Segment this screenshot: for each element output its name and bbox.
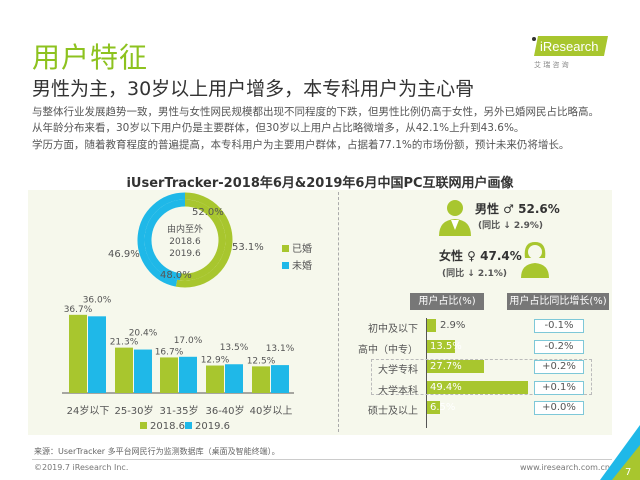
female-percent: 女性 ♀ 47.4% (439, 249, 522, 263)
age-bar-value: 36.7% (64, 305, 93, 315)
edu-change-box: -0.1% (534, 319, 584, 333)
age-bar (134, 349, 152, 393)
age-bar-value: 20.4% (129, 329, 158, 339)
male-percent: 男性 ♂ 52.6% (475, 202, 560, 216)
age-category-label: 31-35岁 (159, 406, 199, 417)
donut-slice (179, 199, 226, 281)
age-bar (160, 357, 178, 393)
legend-2018: 2018.6 (140, 421, 185, 432)
edu-category-label: 初中及以下 (368, 324, 418, 335)
age-category-label: 25-30岁 (114, 406, 154, 417)
donut-center-label: 由内至外 2018.6 2019.6 (166, 225, 203, 259)
donut-slice (144, 199, 186, 281)
male-change: (同比 ↓ 2.9%) (478, 221, 543, 231)
legend-single: 未婚 (282, 257, 312, 272)
legend-married: 已婚 (282, 240, 312, 255)
donut-label: 52.0% (192, 207, 224, 218)
edu-category-label: 大学专科 (378, 365, 418, 376)
chart-title: iUserTracker-2018年6月&2019年6月中国PC互联网用户画像 (126, 176, 514, 191)
female-change: (同比 ↓ 2.1%) (442, 269, 507, 279)
edu-category-label: 硕士及以上 (368, 406, 418, 417)
age-bar (206, 365, 224, 393)
age-bar-value: 13.5% (220, 343, 249, 353)
age-bar (271, 365, 289, 393)
logo-subtext: 艾 瑞 咨 询 (534, 60, 569, 69)
logo-text: iResearch (540, 39, 599, 54)
share-header: 用户占比(%) (410, 293, 484, 310)
divider (338, 192, 339, 432)
edu-bar: 6.5% (427, 401, 455, 414)
edu-category-label: 高中（中专） (358, 344, 418, 356)
copyright: ©2019.7 iResearch Inc. (34, 463, 129, 472)
female-icon (521, 242, 549, 278)
body-line: 学历方面，随着教育程度的普遍提高，本专科用户为主要用户群体，占据着77.1%的市… (32, 139, 570, 151)
edu-bar: 49.4% (427, 380, 529, 394)
body-line: 从年龄分布来看，30岁以下用户仍是主要群体，但30岁以上用户占比略微增多，从42… (32, 122, 525, 134)
donut-slice (175, 192, 233, 288)
age-bar (69, 314, 87, 393)
page-subtitle: 男性为主，30岁以上用户增多，本专科用户为主心骨 (32, 78, 475, 100)
age-bar-value: 36.0% (83, 295, 112, 305)
age-bar-value: 12.5% (247, 356, 276, 366)
male-icon (439, 200, 471, 236)
donut-label: 48.0% (160, 270, 192, 281)
edu-change-box: -0.2% (534, 339, 584, 354)
highlight-box (371, 359, 592, 395)
age-bar-value: 21.3% (110, 338, 139, 348)
page-title: 用户特征 (32, 41, 149, 74)
edu-bar-value: 2.9% (440, 320, 466, 331)
edu-bar: 27.7% (427, 360, 484, 373)
edu-bar: 13.5% (427, 339, 462, 353)
edu-change-box: +0.1% (534, 380, 584, 395)
legend-2019: 2019.6 (185, 421, 230, 432)
age-category-label: 40岁以上 (249, 406, 293, 417)
edu-change-box: +0.2% (534, 360, 584, 374)
donut-label: 53.1% (232, 242, 264, 253)
age-bar (88, 316, 106, 393)
age-category-label: 36-40岁 (205, 406, 245, 417)
iresearch-logo: iResearch 艾 瑞 咨 询 (530, 36, 608, 69)
age-bar-value: 17.0% (174, 336, 203, 346)
edu-axis (426, 318, 427, 428)
age-bar (252, 366, 270, 393)
change-header: 用户占比同比增长(%) (507, 293, 609, 310)
age-category-label: 24岁以下 (66, 406, 110, 417)
body-line: 与整体行业发展趋势一致，男性与女性网民规模都出现不同程度的下跌，但男性比例仍高于… (32, 106, 599, 118)
age-bar (179, 356, 197, 393)
footer-rule (32, 459, 612, 460)
corner-decoration: 7 (600, 425, 640, 480)
donut-label: 46.9% (108, 249, 140, 260)
footer-url[interactable]: www.iresearch.com.cn (520, 463, 610, 472)
age-bar (225, 364, 243, 393)
age-bar-value: 16.7% (155, 347, 184, 357)
age-bar-value: 12.9% (201, 356, 230, 366)
edu-category-label: 大学本科 (378, 385, 418, 397)
donut-slice (137, 192, 186, 287)
edu-change-box: +0.0% (534, 401, 584, 415)
page-number: 7 (625, 467, 631, 478)
age-bar (115, 347, 133, 393)
source-note: 来源：UserTracker 多平台网民行为监测数据库（桌面及智能终端）。 (34, 447, 280, 456)
age-bar-value: 13.1% (266, 344, 295, 354)
edu-bar (427, 319, 436, 332)
